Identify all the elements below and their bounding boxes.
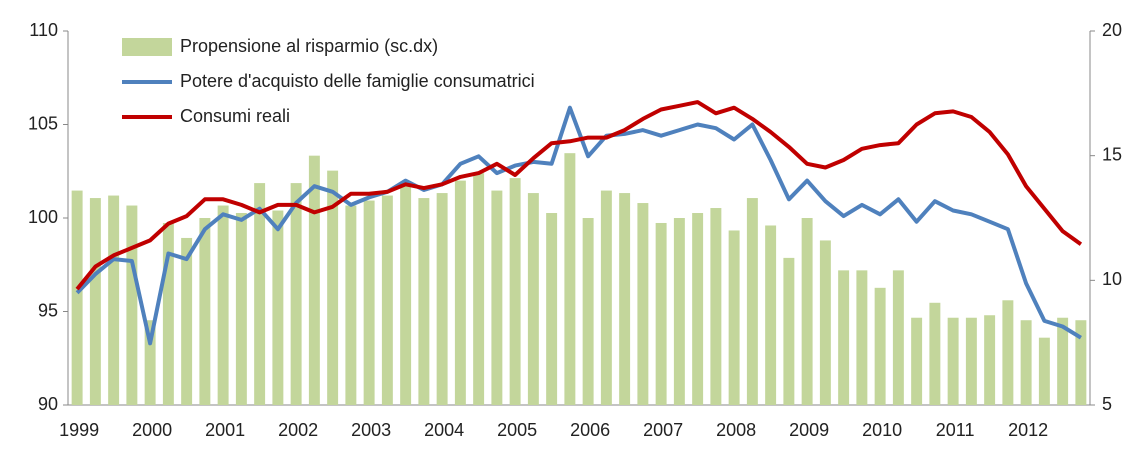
- x-tick-label: 2012: [1008, 420, 1048, 440]
- bar: [801, 218, 813, 405]
- bar: [929, 302, 941, 405]
- bar: [181, 237, 193, 405]
- x-tick-label: 2004: [424, 420, 464, 440]
- legend-label: Potere d'acquisto delle famiglie consuma…: [180, 71, 535, 91]
- x-tick-label: 2009: [789, 420, 829, 440]
- bar: [710, 208, 722, 405]
- bar: [911, 317, 923, 405]
- x-tick-label: 2000: [132, 420, 172, 440]
- bar: [947, 317, 959, 405]
- bar: [965, 317, 977, 405]
- legend-label: Consumi reali: [180, 106, 290, 126]
- bar: [199, 218, 211, 405]
- x-tick-label: 2005: [497, 420, 537, 440]
- bar: [1020, 320, 1032, 405]
- x-tick-label: 2002: [278, 420, 318, 440]
- x-tick-label: 2010: [862, 420, 902, 440]
- x-tick-label: 2011: [936, 420, 975, 440]
- bar: [126, 205, 138, 405]
- legend-swatch: [122, 38, 172, 56]
- bar: [144, 320, 156, 405]
- y2-tick-label: 15: [1102, 144, 1122, 164]
- y-tick-label: 105: [28, 113, 58, 133]
- y-tick-label: 90: [38, 394, 58, 414]
- bar: [746, 198, 758, 405]
- bar: [400, 185, 412, 405]
- bar: [509, 178, 521, 405]
- bar: [856, 270, 868, 405]
- bar: [71, 190, 83, 405]
- y-tick-label: 110: [29, 20, 58, 40]
- bar: [637, 203, 649, 405]
- bar: [418, 198, 430, 405]
- x-tick-label: 2003: [351, 420, 391, 440]
- bar: [491, 190, 503, 405]
- bar: [1002, 300, 1014, 405]
- x-tick-label: 2008: [716, 420, 756, 440]
- x-tick-label: 2006: [570, 420, 610, 440]
- bar: [984, 315, 996, 405]
- bar: [217, 205, 229, 405]
- bar: [308, 155, 320, 405]
- y2-tick-label: 5: [1102, 394, 1112, 414]
- bar: [235, 213, 247, 405]
- bar: [765, 225, 777, 405]
- bar: [89, 198, 101, 405]
- bar: [1057, 317, 1069, 405]
- bar: [783, 257, 795, 405]
- bar: [363, 200, 375, 405]
- bar: [564, 153, 576, 405]
- bar: [582, 218, 594, 405]
- bar: [655, 222, 667, 405]
- x-tick-label: 2007: [643, 420, 683, 440]
- bar: [600, 190, 612, 405]
- bar: [290, 183, 302, 405]
- bar: [673, 218, 685, 405]
- bar: [838, 270, 850, 405]
- bar: [1075, 320, 1087, 405]
- bar: [162, 222, 174, 405]
- bar: [728, 230, 740, 405]
- bar: [527, 193, 539, 405]
- y2-tick-label: 20: [1102, 20, 1122, 40]
- line: [75, 100, 1083, 291]
- bar: [327, 170, 339, 405]
- line: [75, 105, 1082, 346]
- bar: [272, 210, 284, 405]
- y2-tick-label: 10: [1102, 269, 1122, 289]
- bar: [892, 270, 904, 405]
- x-tick-label: 2001: [205, 420, 245, 440]
- bar: [381, 195, 393, 405]
- bar: [874, 287, 886, 405]
- bar: [819, 240, 831, 405]
- bar: [619, 193, 631, 405]
- bar: [1038, 337, 1050, 405]
- y-tick-label: 95: [38, 300, 58, 320]
- bar: [254, 183, 266, 405]
- x-tick-label: 1999: [59, 420, 99, 440]
- bar: [473, 173, 485, 405]
- bar: [345, 205, 357, 405]
- bar: [454, 180, 466, 405]
- bar: [546, 213, 558, 405]
- bar: [108, 195, 120, 405]
- legend-label: Propensione al risparmio (sc.dx): [180, 36, 438, 56]
- y-tick-label: 100: [28, 207, 58, 227]
- bar: [692, 213, 704, 405]
- bar: [436, 193, 448, 405]
